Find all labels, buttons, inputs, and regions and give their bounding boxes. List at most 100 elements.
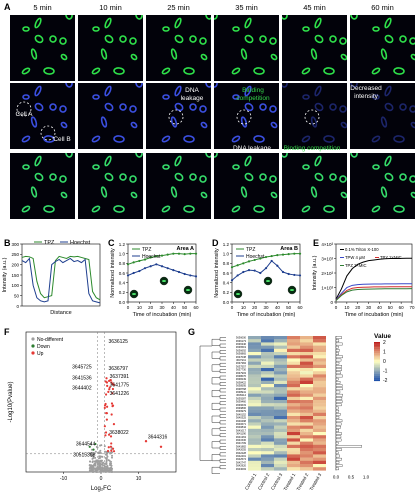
- cell: [269, 175, 277, 183]
- cell: [384, 155, 392, 167]
- bar: [335, 371, 341, 375]
- heatmap-cell: [313, 393, 326, 397]
- heatmap-cell: [300, 368, 313, 372]
- row-label: 3642574: [236, 457, 247, 461]
- heatmap-cell: [287, 457, 300, 461]
- heatmap-cell: [287, 364, 300, 369]
- heatmap-cell: [300, 409, 313, 413]
- point-up: [108, 386, 111, 389]
- heatmap-cell: [248, 368, 261, 372]
- heatmap-cell: [300, 361, 313, 365]
- point-nodiff: [99, 462, 102, 465]
- point-nodiff: [91, 454, 94, 457]
- legend-marker: [31, 351, 35, 355]
- cell: [59, 175, 67, 183]
- bar: [335, 397, 343, 400]
- row-label: 3642055: [236, 448, 247, 452]
- heatmap-cell: [287, 358, 300, 362]
- colorbar-step: [374, 358, 380, 361]
- row-label: 3637211: [236, 358, 246, 362]
- column-label: Control 3: [270, 472, 284, 491]
- cell: [130, 53, 138, 61]
- cell: [393, 205, 405, 213]
- heatmap-cell: [287, 371, 300, 375]
- heatmap-cell: [287, 396, 300, 401]
- bar: [335, 339, 340, 343]
- time-label: 25 min: [167, 3, 190, 12]
- bar: [335, 387, 343, 391]
- cell: [129, 37, 137, 45]
- microscopy-image: [214, 83, 279, 149]
- cell: [314, 155, 322, 167]
- plot-frame: [335, 243, 413, 303]
- point-up: [109, 445, 113, 448]
- heatmap-cell: [300, 352, 313, 356]
- heatmap-cell: [248, 339, 261, 343]
- point-nodiff: [99, 456, 102, 459]
- decreased-intensity-label: Decreased intensity: [350, 85, 382, 100]
- cell: [205, 15, 211, 20]
- heatmap-cell: [248, 342, 261, 346]
- cell: [231, 205, 241, 213]
- point-up: [144, 440, 148, 443]
- y-tick-label: 4×10³: [321, 242, 333, 247]
- cell: [113, 135, 125, 143]
- cell: [240, 116, 248, 128]
- point-nodiff: [110, 464, 113, 467]
- x-tick-label: 60: [297, 305, 303, 310]
- cell: [43, 67, 55, 75]
- point-nodiff: [106, 465, 109, 468]
- bar-tick-label: 0.0: [333, 474, 340, 479]
- cell: [340, 191, 347, 199]
- heatmap-cell: [287, 403, 300, 407]
- colorbar-tick: 2: [383, 340, 386, 346]
- cell: [21, 135, 31, 143]
- bar: [335, 435, 342, 439]
- row-label: 3642747: [236, 460, 247, 464]
- cell: [384, 102, 394, 112]
- heatmap-cell: [300, 384, 313, 388]
- heatmap-cell: [300, 428, 313, 433]
- y-tick-label: 1.0: [119, 251, 126, 256]
- point-nodiff: [109, 466, 112, 469]
- y-tick-label: 0.2: [223, 290, 230, 295]
- cell-layer: [21, 15, 73, 75]
- cell-layer: [282, 15, 347, 75]
- data-point: [183, 253, 186, 256]
- x-tick-label: 30: [366, 305, 372, 310]
- row-label: 3641190: [236, 432, 246, 436]
- dendrogram-branch: [219, 343, 226, 348]
- heatmap-cell: [274, 448, 287, 452]
- heatmap-cell: [300, 467, 313, 471]
- cell: [340, 121, 347, 129]
- legend: TPZ Hoechst: [34, 240, 91, 246]
- heatmap-cell: [274, 464, 287, 468]
- legend-label: Up: [37, 351, 44, 357]
- heatmap-cell: [313, 432, 326, 436]
- cell: [340, 53, 347, 61]
- series-line: [335, 257, 412, 300]
- point-up: [111, 387, 115, 391]
- point-up: [104, 431, 108, 434]
- point-nodiff: [95, 445, 98, 448]
- heatmap-cell: [287, 368, 300, 372]
- heatmap-cell: [248, 441, 261, 445]
- heatmap-cell: [313, 339, 326, 343]
- y-tick-label: 0.8: [223, 261, 230, 266]
- data-point: [253, 258, 256, 262]
- data-point: [276, 254, 279, 257]
- y-tick-label: 0.2: [119, 290, 126, 295]
- time-label: 60 min: [371, 3, 394, 12]
- x-tick-label: 0: [231, 305, 234, 310]
- point-nodiff: [109, 462, 112, 465]
- cell: [384, 172, 394, 182]
- data-point: [287, 253, 290, 256]
- heatmap-cell: [313, 412, 326, 417]
- microscopy-image: [78, 15, 143, 81]
- gene-label: 3636797: [109, 366, 129, 372]
- bar: [335, 445, 362, 448]
- microscopy-image: [214, 15, 279, 81]
- heatmap-cell: [300, 393, 313, 397]
- heatmap-cell: [287, 374, 300, 378]
